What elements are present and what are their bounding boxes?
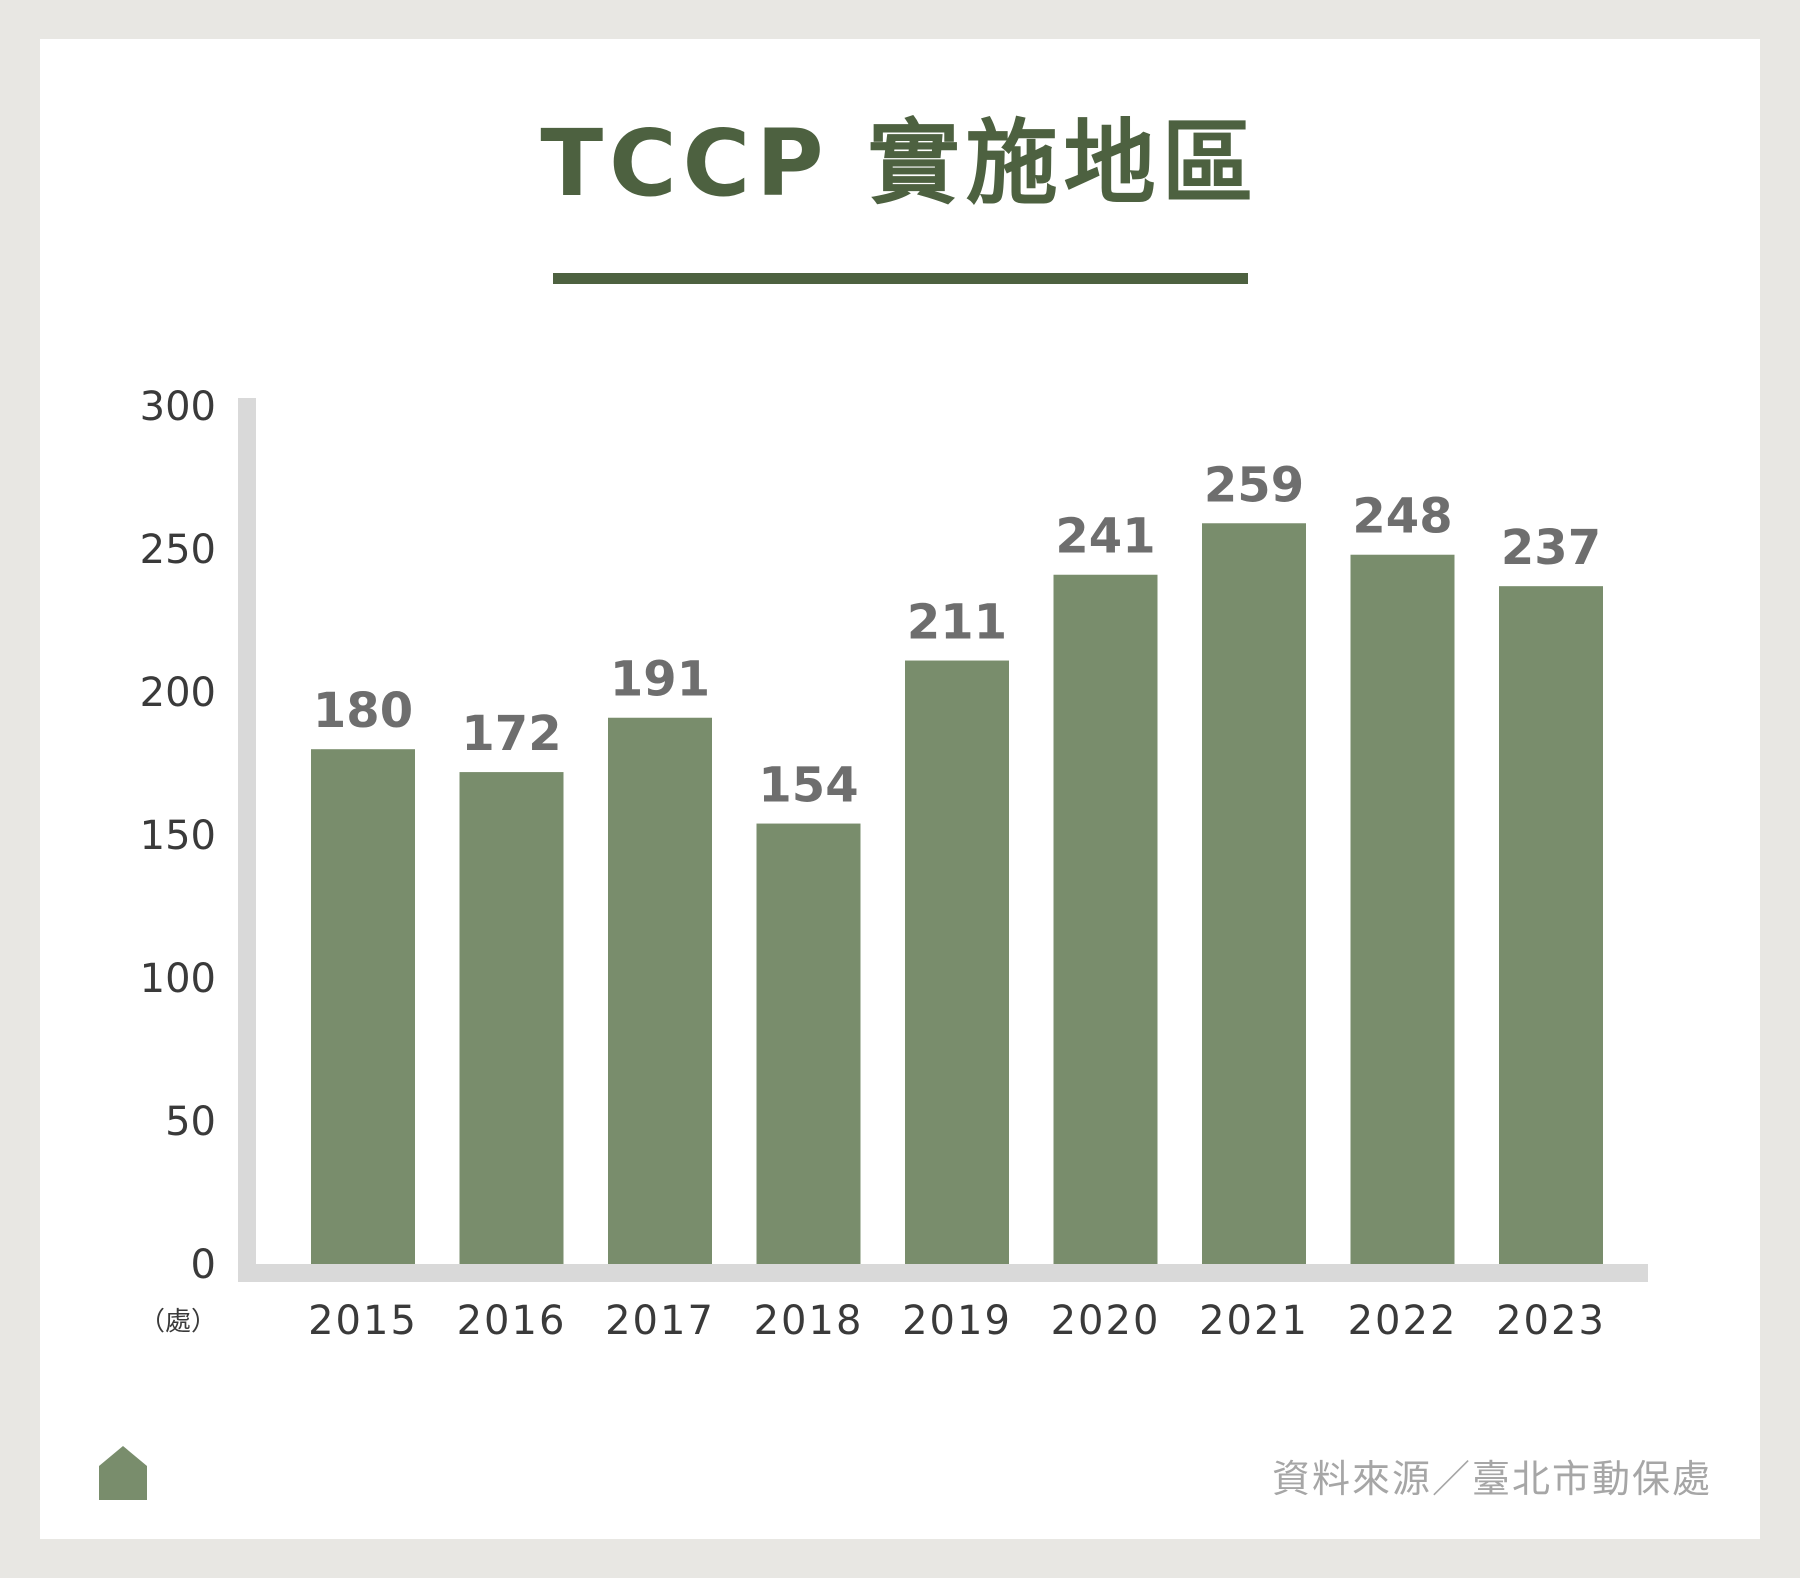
chart-axes <box>238 398 1648 1282</box>
bar <box>311 749 415 1264</box>
bar-value-label: 172 <box>461 706 561 762</box>
x-axis-labels: 2015 2016 2017 2018 2019 2020 2021 2022 2023 <box>308 1298 1606 1344</box>
bar-value-label: 248 <box>1352 489 1452 545</box>
x-tick-label: 2016 <box>457 1298 567 1344</box>
bar <box>1499 586 1603 1264</box>
bar <box>459 772 564 1264</box>
y-axis-unit: （處） <box>139 1307 217 1337</box>
bar <box>1350 554 1455 1264</box>
y-tick-label: 300 <box>140 384 216 430</box>
bar <box>905 660 1009 1264</box>
y-tick-label: 250 <box>140 527 216 573</box>
y-tick-label: 0 <box>191 1242 216 1288</box>
bar-value-label: 191 <box>610 652 710 708</box>
bar-value-label: 237 <box>1501 520 1601 576</box>
source-note: 資料來源／臺北市動保處 <box>1271 1457 1712 1501</box>
bar-value-label: 211 <box>907 595 1007 651</box>
x-tick-label: 2017 <box>605 1298 715 1344</box>
title-underline <box>553 273 1248 284</box>
y-axis-line <box>238 398 256 1282</box>
x-tick-label: 2023 <box>1496 1298 1606 1344</box>
x-tick-label: 2019 <box>902 1298 1012 1344</box>
x-axis-line <box>238 1264 1648 1282</box>
bar-value-label: 154 <box>758 758 858 814</box>
house-icon <box>99 1446 147 1500</box>
y-tick-label: 50 <box>165 1099 216 1145</box>
bar-series <box>311 523 1603 1264</box>
y-tick-label: 100 <box>140 956 216 1002</box>
x-tick-label: 2022 <box>1348 1298 1458 1344</box>
x-tick-label: 2020 <box>1051 1298 1161 1344</box>
y-tick-label: 150 <box>140 813 216 859</box>
x-tick-label: 2015 <box>308 1298 418 1344</box>
bar-value-label: 259 <box>1204 457 1304 513</box>
x-tick-label: 2021 <box>1199 1298 1309 1344</box>
bar <box>1202 523 1306 1264</box>
x-tick-label: 2018 <box>754 1298 864 1344</box>
value-labels: 180 172 191 154 211 241 259 248 237 <box>313 457 1601 813</box>
bar <box>1053 574 1158 1264</box>
bar-value-label: 180 <box>313 683 413 739</box>
bar-value-label: 241 <box>1055 509 1155 565</box>
chart-title: TCCP 實施地區 <box>540 110 1260 217</box>
y-tick-label: 200 <box>140 670 216 716</box>
y-axis-ticks: 0 50 100 150 200 250 300 <box>140 384 216 1288</box>
bar <box>608 717 712 1264</box>
bar <box>756 823 861 1264</box>
